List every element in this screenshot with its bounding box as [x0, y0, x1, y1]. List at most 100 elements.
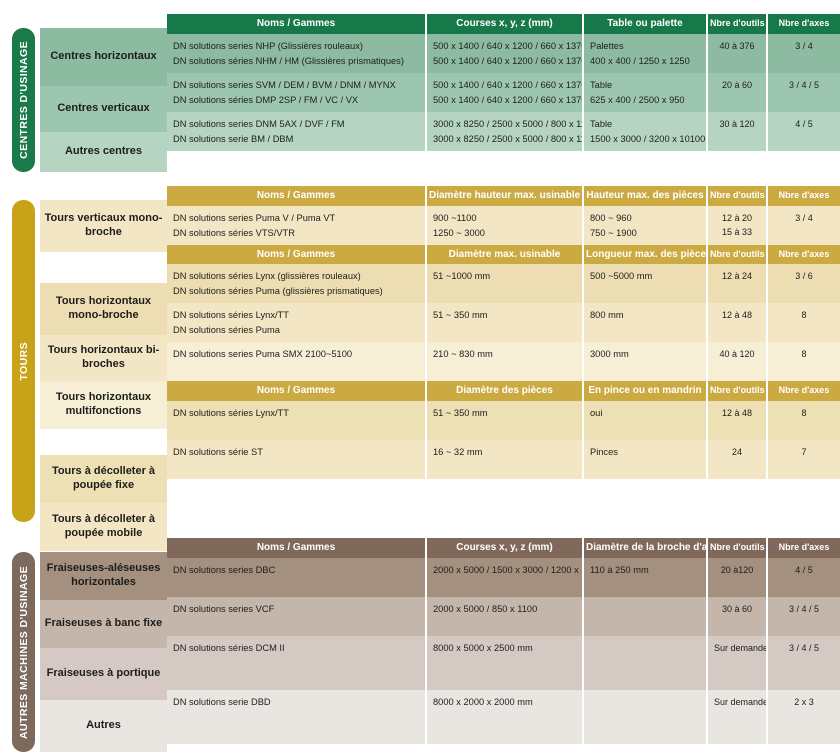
cell-nbre-outils: 24 [706, 439, 766, 480]
cell-diametre-broche: 110 à 250 mm [582, 557, 706, 597]
cell-diametre-hauteur: 900 ~1100 1250 ~ 3000 [425, 205, 582, 245]
cell-courses: 500 x 1400 / 640 x 1200 / 660 x 1370 500… [425, 72, 582, 112]
cell-noms-gammes: DN solutions series Puma SMX 2100~5100 [167, 342, 425, 382]
column-header-nbre-outils: Nbre d'outils [706, 14, 766, 34]
table-header-row: Noms / Gammes Courses x, y, z (mm) Table… [167, 14, 840, 34]
column-header-noms-gammes: Noms / Gammes [167, 186, 425, 206]
cell-nbre-axes: 4 / 5 [766, 111, 840, 151]
column-header-diametre-des-pieces: Diamètre des pièces [425, 381, 582, 401]
category-cell: Tours à décolleter à poupée fixe [40, 455, 167, 503]
table-row: DN solutions series DBC 2000 x 5000 / 15… [167, 557, 840, 597]
data-grid-centres: Noms / Gammes Courses x, y, z (mm) Table… [167, 14, 840, 151]
cell-noms-gammes: DN solutions séries Lynx/TT DN solutions… [167, 303, 425, 343]
cell-nbre-axes: 3 / 4 / 5 [766, 596, 840, 636]
table-row: DN solutions series DNM 5AX / DVF / FM D… [167, 111, 840, 151]
cell-nbre-outils: 40 à 376 [706, 33, 766, 73]
table-row: DN solutions séries Lynx/TT 51 ~ 350 mm … [167, 400, 840, 440]
table-row: DN solutions série ST 16 ~ 32 mm Pinces … [167, 439, 840, 480]
cell-nbre-axes: 3 / 4 / 5 [766, 635, 840, 690]
category-cell: Autres centres [40, 132, 167, 172]
table-header-row: Noms / Gammes Diamètre hauteur max. usin… [167, 186, 840, 206]
column-header-noms-gammes: Noms / Gammes [167, 381, 425, 401]
section-tab-autres-machines: AUTRES MACHINES D'USINAGE [12, 552, 35, 752]
cell-noms-gammes: DN solutions séries DCM II [167, 635, 425, 690]
category-cell: Tours horizontaux bi-broches [40, 335, 167, 381]
category-cell: Tours horizontaux multifonctions [40, 381, 167, 429]
column-header-diametre-broche-alesage: Diamètre de la broche d'alésage [582, 538, 738, 558]
column-header-table-palette: Table ou palette [582, 14, 706, 34]
cell-nbre-axes: 7 [766, 439, 840, 480]
column-header-courses: Courses x, y, z (mm) [425, 14, 582, 34]
cell-nbre-axes: 8 [766, 342, 840, 382]
cell-nbre-axes: 3 / 4 [766, 205, 840, 245]
cell-diametre-broche [582, 596, 706, 636]
cell-nbre-axes: 8 [766, 303, 840, 343]
column-header-noms-gammes: Noms / Gammes [167, 244, 425, 265]
cell-nbre-outils: 30 à 120 [706, 111, 766, 151]
cell-nbre-outils: 20 à 60 [706, 72, 766, 112]
cell-noms-gammes: DN solutions serie DBD [167, 689, 425, 744]
table-header-row: Noms / Gammes Diamètre des pièces En pin… [167, 381, 840, 401]
cell-courses: 500 x 1400 / 640 x 1200 / 660 x 1370 500… [425, 33, 582, 73]
cell-diametre-des-pieces: 51 ~ 350 mm [425, 400, 582, 440]
cell-nbre-outils: 12 à 48 [706, 303, 766, 343]
column-header-courses: Courses x, y, z (mm) [425, 538, 582, 558]
cell-diametre-broche [582, 635, 706, 690]
cell-longueur-max: 3000 mm [582, 342, 706, 382]
cell-table-palette: Table 625 x 400 / 2500 x 950 [582, 72, 706, 112]
cell-noms-gammes: DN solutions series DBC [167, 557, 425, 597]
cell-diametre-max: 51 ~ 350 mm [425, 303, 582, 343]
cell-diametre-des-pieces: 16 ~ 32 mm [425, 439, 582, 480]
cell-table-palette: Table 1500 x 3000 / 3200 x 10100 [582, 111, 706, 151]
data-grid-autres: Noms / Gammes Courses x, y, z (mm) Diamè… [167, 538, 840, 744]
cell-diametre-max: 210 ~ 830 mm [425, 342, 582, 382]
category-column-centres: Centres horizontaux Centres verticaux Au… [40, 28, 167, 172]
cell-courses: 8000 x 5000 x 2500 mm [425, 635, 582, 690]
cell-nbre-outils: 12 à 20 15 à 33 [706, 205, 766, 245]
cell-en-pince-ou-mandrin: Pinces [582, 439, 706, 480]
column-header-en-pince-ou-mandrin: En pince ou en mandrin [582, 381, 706, 401]
cell-diametre-broche [582, 689, 706, 744]
column-header-nbre-outils: Nbre d'outils [706, 538, 766, 558]
table-row: DN solutions series Puma V / Puma VT DN … [167, 205, 840, 245]
column-header-noms-gammes: Noms / Gammes [167, 538, 425, 558]
cell-courses: 8000 x 2000 x 2000 mm [425, 689, 582, 744]
table-row: DN solutions series SVM / DEM / BVM / DN… [167, 72, 840, 112]
cell-hauteur-max: 800 ~ 960 750 ~ 1900 [582, 205, 706, 245]
column-header-diametre-hauteur-max-usinable: Diamètre hauteur max. usinable [425, 186, 582, 206]
category-cell-spacer [40, 252, 167, 283]
cell-courses: 2000 x 5000 / 1500 x 3000 / 1200 x 2000 [425, 557, 582, 597]
category-cell: Fraiseuses-aléseuses horizontales [40, 552, 167, 600]
section-tab-centres-dusinage: CENTRES D'USINAGE [12, 28, 35, 172]
cell-noms-gammes: DN solutions séries Lynx (glissières rou… [167, 264, 425, 304]
category-cell: Tours verticaux mono-broche [40, 200, 167, 252]
column-header-nbre-axes: Nbre d'axes [766, 14, 840, 34]
category-column-tours: Tours verticaux mono-broche Tours horizo… [40, 200, 167, 551]
cell-noms-gammes: DN solutions series Puma V / Puma VT DN … [167, 205, 425, 245]
column-header-noms-gammes: Noms / Gammes [167, 14, 425, 34]
table-row: DN solutions series NHP (Glissières roul… [167, 33, 840, 73]
cell-nbre-outils: 40 à 120 [706, 342, 766, 382]
category-cell: Fraiseuses à banc fixe [40, 600, 167, 648]
table-row: DN solutions séries Lynx/TT DN solutions… [167, 303, 840, 343]
column-header-nbre-axes: Nbre d'axes [766, 244, 840, 265]
cell-nbre-outils: Sur demande [706, 635, 766, 690]
section-tab-tours: TOURS [12, 200, 35, 522]
cell-nbre-outils: Sur demande [706, 689, 766, 744]
cell-table-palette: Palettes 400 x 400 / 1250 x 1250 [582, 33, 706, 73]
category-cell: Tours horizontaux mono-broche [40, 283, 167, 335]
column-header-nbre-axes: Nbre d'axes [766, 538, 840, 558]
column-header-hauteur-max-pieces: Hauteur max. des pièces [582, 186, 706, 206]
table-row: DN solutions séries DCM II 8000 x 5000 x… [167, 635, 840, 690]
cell-nbre-axes: 2 x 3 [766, 689, 840, 744]
cell-nbre-outils: 20 à120 [706, 557, 766, 597]
category-cell-spacer [40, 429, 167, 455]
column-header-nbre-axes: Nbre d'axes [766, 186, 840, 206]
column-header-nbre-outils: Nbre d'outils [706, 244, 766, 265]
cell-noms-gammes: DN solutions series SVM / DEM / BVM / DN… [167, 72, 425, 112]
cell-nbre-axes: 8 [766, 400, 840, 440]
cell-longueur-max: 500 ~5000 mm [582, 264, 706, 304]
cell-courses: 2000 x 5000 / 850 x 1100 [425, 596, 582, 636]
cell-en-pince-ou-mandrin: oui [582, 400, 706, 440]
